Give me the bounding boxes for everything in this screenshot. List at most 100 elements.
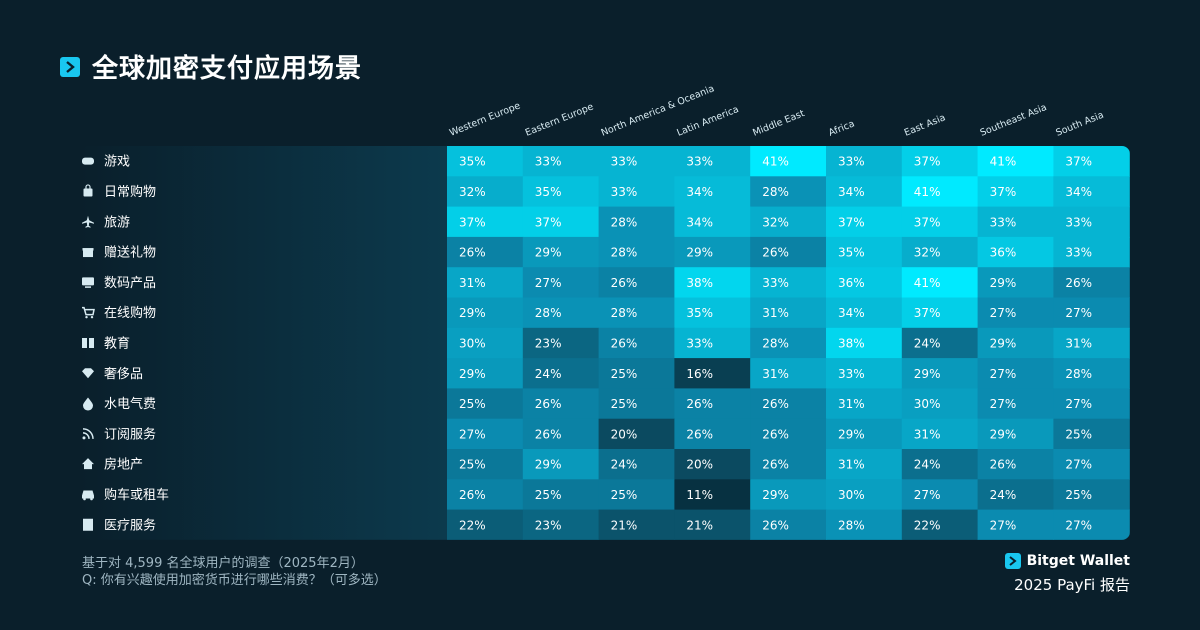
gamepad-icon xyxy=(82,157,94,165)
heatmap-cell xyxy=(598,388,675,420)
cell-value-label: 31% xyxy=(762,367,789,381)
cell-value-label: 41% xyxy=(914,276,941,290)
heatmap-cell xyxy=(522,146,600,177)
cell-value-label: 27% xyxy=(1065,306,1092,320)
heatmap-cell xyxy=(1053,358,1130,389)
heatmap-cell xyxy=(977,267,1054,299)
row-label: 水电气费 xyxy=(104,396,156,412)
cell-value-label: 29% xyxy=(838,427,865,441)
heatmap-cell xyxy=(750,449,827,480)
cell-value-label: 24% xyxy=(990,488,1017,502)
row-label: 日常购物 xyxy=(104,184,156,200)
cell-value-label: 34% xyxy=(686,215,713,229)
cell-value-label: 38% xyxy=(686,276,713,290)
heatmap-cell xyxy=(447,176,524,208)
cell-value-label: 30% xyxy=(914,397,941,411)
heatmap-cell xyxy=(1053,267,1130,299)
cell-value-label: 11% xyxy=(686,488,713,502)
cell-value-label: 33% xyxy=(611,155,638,169)
cell-value-label: 21% xyxy=(686,518,713,532)
heatmap-cell xyxy=(598,146,675,177)
cell-value-label: 24% xyxy=(914,458,941,472)
heatmap-cell xyxy=(901,449,979,480)
heatmap-cell xyxy=(522,236,600,268)
airplane-icon xyxy=(82,215,94,228)
row-label: 赠送礼物 xyxy=(104,245,156,261)
cell-value-label: 37% xyxy=(838,215,865,229)
cell-value-label: 24% xyxy=(914,336,941,350)
brand-logo: Bitget Wallet xyxy=(1004,553,1130,569)
heatmap-cell xyxy=(598,236,675,268)
report-label: 2025 PayFi 报告 xyxy=(1014,576,1130,594)
cell-value-label: 32% xyxy=(914,246,941,260)
heatmap-cell xyxy=(750,206,827,238)
cell-value-label: 37% xyxy=(1065,155,1092,169)
column-label: Eastern Europe xyxy=(524,101,596,138)
heatmap-cell xyxy=(522,297,600,329)
row-label: 旅游 xyxy=(104,215,130,230)
cell-value-label: 26% xyxy=(1065,276,1092,290)
heatmap-cell xyxy=(674,297,751,329)
cell-value-label: 35% xyxy=(838,246,865,260)
heatmap-cell xyxy=(674,509,751,540)
heatmap-cell xyxy=(750,146,827,177)
cell-value-label: 29% xyxy=(686,246,713,260)
cell-value-label: 24% xyxy=(611,458,638,472)
heatmap-cell xyxy=(826,146,903,177)
cell-value-label: 26% xyxy=(611,276,638,290)
cell-value-label: 37% xyxy=(914,155,941,169)
cell-value-label: 29% xyxy=(990,427,1017,441)
cell-value-label: 29% xyxy=(459,367,486,381)
cell-value-label: 41% xyxy=(762,155,789,169)
row-label: 在线购物 xyxy=(104,305,156,321)
heatmap-cell xyxy=(674,418,751,450)
cell-value-label: 26% xyxy=(535,397,562,411)
cell-value-label: 34% xyxy=(686,185,713,199)
cell-value-label: 37% xyxy=(914,215,941,229)
heatmap-cell xyxy=(1053,327,1130,359)
cell-value-label: 27% xyxy=(990,518,1017,532)
heatmap-cell xyxy=(447,358,524,389)
heatmap-cell xyxy=(522,176,600,208)
heatmap-cell xyxy=(674,479,751,511)
heatmap-cell xyxy=(447,206,524,238)
cell-value-label: 37% xyxy=(914,306,941,320)
heatmap-cell xyxy=(598,449,675,480)
column-label: Western Europe xyxy=(448,100,522,138)
cell-value-label: 28% xyxy=(611,215,638,229)
heatmap-cell xyxy=(750,358,827,389)
cell-value-label: 33% xyxy=(1065,215,1092,229)
cell-value-label: 25% xyxy=(459,397,486,411)
cell-value-label: 35% xyxy=(459,155,486,169)
cell-value-label: 29% xyxy=(535,246,562,260)
heatmap-cell xyxy=(826,236,903,268)
heatmap-cell xyxy=(977,388,1054,420)
cell-value-label: 31% xyxy=(1065,336,1092,350)
cell-value-label: 35% xyxy=(686,306,713,320)
heatmap-cell xyxy=(826,418,903,450)
cell-value-label: 29% xyxy=(990,276,1017,290)
heatmap-cell xyxy=(977,146,1054,177)
heatmap-cell xyxy=(447,297,524,329)
footer-note: 基于对 4,599 名全球用户的调查（2025年2月） Q: 你有兴趣使用加密货… xyxy=(82,555,387,589)
cell-value-label: 37% xyxy=(459,215,486,229)
cell-value-label: 33% xyxy=(535,155,562,169)
cell-value-label: 31% xyxy=(838,458,865,472)
row-label: 医疗服务 xyxy=(104,517,156,533)
heatmap-cell xyxy=(1053,418,1130,450)
hospital-icon xyxy=(83,518,93,531)
cell-value-label: 27% xyxy=(535,276,562,290)
heatmap-cell xyxy=(750,327,827,359)
footer-line-2: Q: 你有兴趣使用加密货币进行哪些消费？（可多选） xyxy=(82,573,387,588)
heatmap-cell xyxy=(674,358,751,389)
cell-value-label: 41% xyxy=(914,185,941,199)
cell-value-label: 30% xyxy=(459,336,486,350)
heatmap-cell xyxy=(977,236,1054,268)
heatmap-cell xyxy=(977,176,1054,208)
cell-value-label: 26% xyxy=(762,518,789,532)
monitor-icon xyxy=(82,277,94,288)
cell-value-label: 20% xyxy=(686,458,713,472)
row-label: 游戏 xyxy=(104,155,130,170)
cell-value-label: 24% xyxy=(535,367,562,381)
cell-value-label: 25% xyxy=(1065,488,1092,502)
